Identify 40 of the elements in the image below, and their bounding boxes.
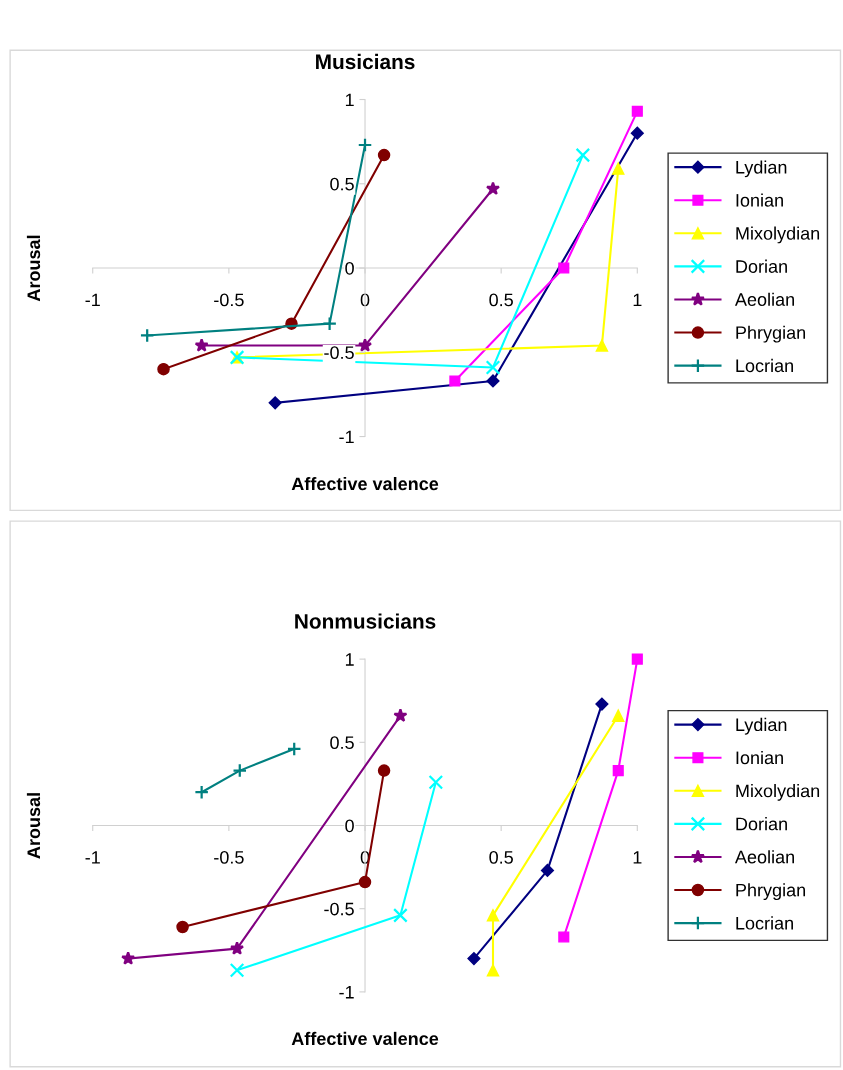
x-tick-label: 0.5 <box>489 293 513 307</box>
x-tick-label: 1 <box>633 851 642 864</box>
x-tick-label: -0.5 <box>214 850 244 864</box>
legend-label: Locrian <box>736 916 793 930</box>
legend-label: Ionian <box>736 193 783 207</box>
y-tick-label: -0.5 <box>324 902 354 916</box>
y-axis-title: Arousal <box>26 793 41 859</box>
y-tick-label: 0.5 <box>330 177 354 191</box>
legend-label: Mixolydian <box>736 226 820 244</box>
y-tick-label: 0.5 <box>330 736 354 750</box>
y-tick-label: -1 <box>339 430 354 444</box>
x-tick-label: 0 <box>360 293 370 307</box>
legend-label: Aeolian <box>734 292 794 306</box>
y-tick-label: 1 <box>345 653 354 666</box>
legend-label: Mixolydian <box>736 784 820 801</box>
y-tick-label: -0.5 <box>324 346 354 360</box>
legend-label: Phrygian <box>736 883 806 901</box>
y-tick-label: 0 <box>345 819 354 833</box>
legend-label: Lydian <box>736 717 787 735</box>
legend-label: Ionian <box>736 750 783 765</box>
legend-label: Aeolian <box>734 850 794 864</box>
y-axis-title: Arousal <box>26 235 41 302</box>
x-axis-title: Affective valence <box>291 1031 439 1046</box>
x-tick-label: -1 <box>85 293 100 307</box>
y-tick-label: -1 <box>339 986 354 999</box>
x-tick-label: -1 <box>85 851 100 864</box>
legend-label: Lydian <box>736 160 787 178</box>
chart-title: Nonmusicians <box>295 613 436 629</box>
y-tick-label: 0 <box>345 261 354 275</box>
legend-label: Dorian <box>736 259 787 273</box>
x-tick-label: 0.5 <box>489 850 513 864</box>
legend-label: Locrian <box>736 358 793 373</box>
x-tick-label: 0 <box>360 850 370 864</box>
legend-label: Phrygian <box>736 325 806 343</box>
x-tick-label: 1 <box>633 293 642 307</box>
chart-title: Musicians <box>316 53 415 70</box>
x-tick-label: -0.5 <box>214 293 244 307</box>
x-axis-title: Affective valence <box>291 477 439 491</box>
y-tick-label: 1 <box>345 93 354 107</box>
legend-label: Dorian <box>736 817 787 831</box>
